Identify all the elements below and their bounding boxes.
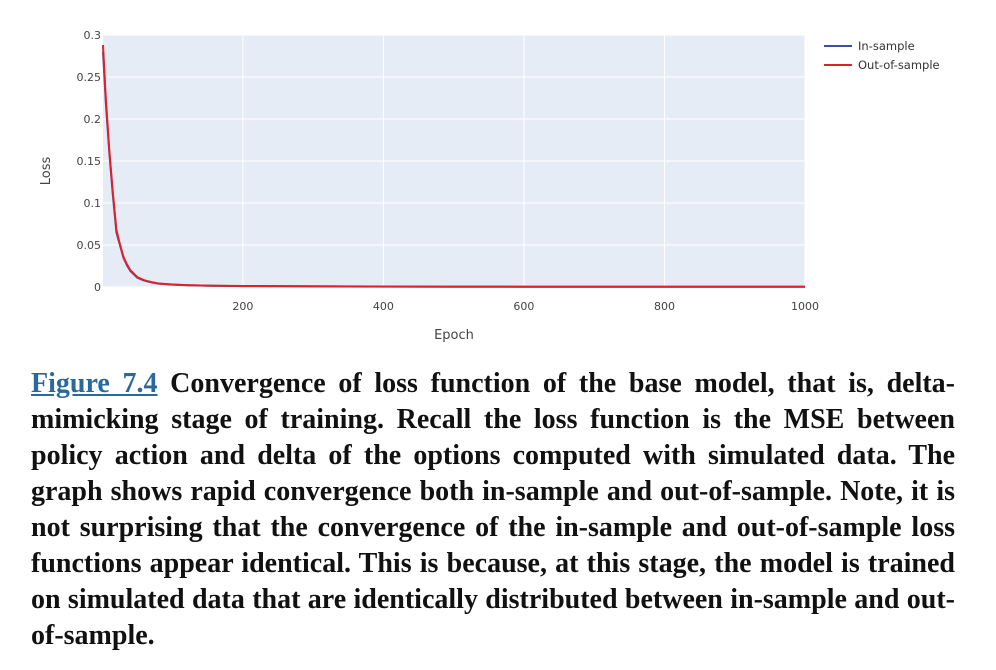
grid-lines [103,34,806,288]
x-tick-label: 1000 [791,300,819,313]
y-tick-label: 0.3 [84,29,102,42]
loss-chart: 00.050.10.150.20.250.3 200 400 600 800 1000 … [39,29,940,343]
figure-caption: Figure 7.4 Convergence of loss function … [31,366,955,654]
series-lines [102,45,805,288]
legend-label: Out-of-sample [858,58,940,72]
x-tick-label: 200 [232,300,253,313]
x-tick-label: 600 [513,300,534,313]
figure-label-link[interactable]: Figure 7.4 [31,368,158,399]
y-tick-label: 0.05 [77,239,102,252]
y-tick-label: 0 [94,281,101,294]
x-tick-label: 400 [373,300,394,313]
y-tick-label: 0.1 [84,197,102,210]
y-tick-label: 0.25 [77,71,102,84]
y-tick-label: 0.15 [77,155,102,168]
x-axis-title: Epoch [434,328,474,343]
x-tick-label: 800 [654,300,675,313]
y-axis-title: Loss [39,157,54,186]
y-axis-ticks: 0 0.05 0.1 0.15 0.2 0.25 0.3 [77,29,102,294]
series-line-out-of-sample [102,45,805,288]
y-tick-label: 0.2 [84,113,102,126]
caption-text: Convergence of loss function of the base… [31,368,955,651]
x-axis-ticks: 200 400 600 800 1000 [232,300,819,313]
legend-label: In-sample [858,39,915,53]
legend: In-sample Out-of-sample [824,39,940,72]
